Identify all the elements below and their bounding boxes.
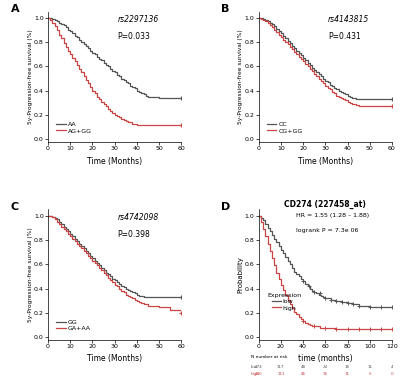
Title: CD274 (227458_at): CD274 (227458_at) xyxy=(284,200,366,209)
Text: C: C xyxy=(11,201,19,212)
Y-axis label: 5y-Progression-free survival (%): 5y-Progression-free survival (%) xyxy=(28,227,32,322)
X-axis label: Time (Months): Time (Months) xyxy=(87,354,142,363)
Text: A: A xyxy=(11,4,19,14)
Text: 11: 11 xyxy=(345,372,350,376)
Text: B: B xyxy=(221,4,230,14)
Text: 140: 140 xyxy=(255,372,262,376)
Text: D: D xyxy=(221,201,230,212)
Text: 111: 111 xyxy=(277,372,285,376)
Text: logrank P = 7.3e 06: logrank P = 7.3e 06 xyxy=(296,228,358,233)
Legend: CC, CG+GG: CC, CG+GG xyxy=(264,119,305,136)
Y-axis label: 5y-Progression-free survival (%): 5y-Progression-free survival (%) xyxy=(238,29,243,124)
Text: P=0.033: P=0.033 xyxy=(117,32,150,41)
Y-axis label: 5y-Progression-free survival (%): 5y-Progression-free survival (%) xyxy=(28,29,32,124)
Text: 4: 4 xyxy=(391,365,393,369)
Text: P=0.431: P=0.431 xyxy=(328,32,361,41)
Text: low: low xyxy=(251,365,258,369)
X-axis label: time (months): time (months) xyxy=(298,354,353,363)
Text: 117: 117 xyxy=(277,365,285,369)
Text: 5: 5 xyxy=(368,372,371,376)
Text: rs2297136: rs2297136 xyxy=(117,15,158,24)
Text: 46: 46 xyxy=(300,372,306,376)
Text: P=0.398: P=0.398 xyxy=(117,230,150,239)
Text: 0: 0 xyxy=(391,372,393,376)
Y-axis label: Probability: Probability xyxy=(237,256,243,293)
Text: N number at risk: N number at risk xyxy=(251,355,287,359)
Text: 24: 24 xyxy=(323,365,328,369)
Text: 15: 15 xyxy=(323,372,328,376)
Text: 11: 11 xyxy=(367,365,372,369)
Text: rs4143815: rs4143815 xyxy=(328,15,369,24)
Legend: AA, AG+GG: AA, AG+GG xyxy=(54,119,94,136)
Legend: low, high: low, high xyxy=(264,291,304,313)
Text: 16: 16 xyxy=(345,365,350,369)
Text: rs4742098: rs4742098 xyxy=(117,213,158,222)
Text: HR = 1.55 (1.28 – 1.88): HR = 1.55 (1.28 – 1.88) xyxy=(296,213,369,218)
X-axis label: Time (Months): Time (Months) xyxy=(87,156,142,166)
X-axis label: Time (Months): Time (Months) xyxy=(298,156,353,166)
Text: 274: 274 xyxy=(255,365,262,369)
Text: 48: 48 xyxy=(300,365,306,369)
Text: high: high xyxy=(251,372,260,376)
Legend: GG, GA+AA: GG, GA+AA xyxy=(54,317,93,334)
